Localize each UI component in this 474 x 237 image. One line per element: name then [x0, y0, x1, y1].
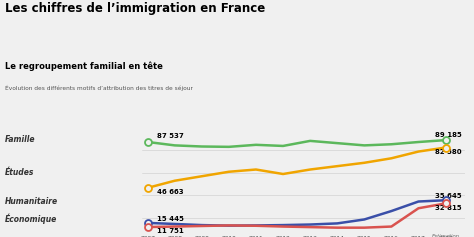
Text: Estimation: Estimation: [431, 234, 460, 237]
Text: Humanitaire: Humanitaire: [5, 197, 58, 206]
Text: 82 580: 82 580: [435, 149, 461, 155]
Text: Études: Études: [5, 168, 34, 177]
Text: 11 751: 11 751: [157, 228, 184, 234]
Text: 32 815: 32 815: [435, 205, 461, 210]
Text: Les chiffres de l’immigration en France: Les chiffres de l’immigration en France: [5, 2, 265, 15]
Text: 35 645: 35 645: [435, 193, 461, 199]
Text: Économique: Économique: [5, 213, 57, 224]
Text: 89 185: 89 185: [435, 132, 462, 138]
Text: 87 537: 87 537: [157, 133, 184, 139]
Text: Le regroupement familial en tête: Le regroupement familial en tête: [5, 62, 163, 71]
Text: Famille: Famille: [5, 135, 35, 144]
Text: Évolution des différents motifs d’attribution des titres de séjour: Évolution des différents motifs d’attrib…: [5, 85, 192, 91]
Text: 46 663: 46 663: [157, 189, 184, 195]
Text: 15 445: 15 445: [157, 216, 184, 222]
